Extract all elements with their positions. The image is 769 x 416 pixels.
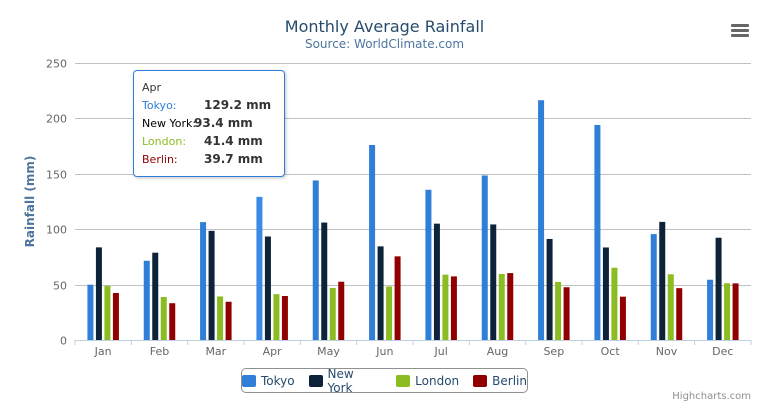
tooltip-value-tokyo: 129.2 mm xyxy=(204,98,272,112)
bar-new-york-jun xyxy=(377,246,384,340)
bar-london-dec xyxy=(724,283,731,340)
bar-berlin-oct xyxy=(619,296,626,340)
x-tick-label: Nov xyxy=(656,345,678,358)
bar-london-jan xyxy=(104,285,111,340)
bar-tokyo-jun xyxy=(369,144,376,340)
x-tick-label: Oct xyxy=(601,345,621,358)
bar-berlin-jun xyxy=(394,256,401,340)
bar-london-nov xyxy=(667,274,674,340)
bar-new-york-nov xyxy=(659,221,666,340)
bar-berlin-mar xyxy=(225,301,232,340)
bar-new-york-sep xyxy=(546,238,553,340)
bar-berlin-apr xyxy=(281,296,288,340)
x-tick-label: Jun xyxy=(375,345,393,358)
hamburger-menu-icon[interactable] xyxy=(730,22,750,40)
legend-swatch xyxy=(396,374,411,387)
y-tick-label: 0 xyxy=(60,335,67,348)
legend-item-london[interactable]: London xyxy=(396,374,459,388)
bar-tokyo-jan xyxy=(87,284,94,340)
x-tick-label: Jan xyxy=(94,345,112,358)
credits-link[interactable]: Highcharts.com xyxy=(672,391,751,402)
y-tick-label: 250 xyxy=(46,58,67,71)
x-tick-label: Mar xyxy=(205,345,226,358)
legend-label: Berlin xyxy=(492,373,527,388)
bar-berlin-feb xyxy=(169,303,176,340)
bar-tokyo-mar xyxy=(200,222,207,340)
bar-new-york-apr xyxy=(264,236,271,340)
bar-tokyo-feb xyxy=(143,260,150,340)
bar-tokyo-jul xyxy=(425,189,432,340)
bar-london-sep xyxy=(555,281,562,340)
bar-new-york-oct xyxy=(602,247,609,340)
tooltip: Apr Tokyo: 129.2 mm New York: 93.4 mm Lo… xyxy=(133,70,285,177)
bar-london-feb xyxy=(160,297,167,340)
bar-london-mar xyxy=(217,296,224,340)
bar-new-york-aug xyxy=(490,224,497,340)
y-tick-label: 200 xyxy=(46,113,67,126)
x-tick-label: Jul xyxy=(434,345,448,358)
tooltip-label-newyork: New York: xyxy=(142,117,197,130)
bar-berlin-jan xyxy=(112,293,119,340)
legend-label: Tokyo xyxy=(261,373,295,388)
x-tick-label: Sep xyxy=(543,345,564,358)
tooltip-label-berlin: Berlin: xyxy=(142,153,178,166)
bar-berlin-sep xyxy=(563,287,570,340)
bar-new-york-feb xyxy=(152,252,159,340)
bar-london-oct xyxy=(611,267,618,340)
legend-item-berlin[interactable]: Berlin xyxy=(473,374,527,388)
x-tick-label: Apr xyxy=(263,345,283,358)
bar-berlin-nov xyxy=(676,288,683,340)
tooltip-header: Apr xyxy=(142,81,162,94)
bar-london-jul xyxy=(442,274,449,340)
legend-item-new-york[interactable]: New York xyxy=(308,366,383,395)
bar-new-york-may xyxy=(321,222,328,340)
x-tick-label: Dec xyxy=(712,345,733,358)
y-tick-label: 50 xyxy=(53,280,67,293)
legend-label: New York xyxy=(327,366,354,395)
bar-tokyo-nov xyxy=(650,234,657,340)
tooltip-value-london: 41.4 mm xyxy=(204,134,263,148)
bar-new-york-dec xyxy=(715,237,722,340)
chart-title: Monthly Average Rainfall xyxy=(284,17,485,36)
legend-item-tokyo[interactable]: Tokyo xyxy=(242,374,295,388)
legend-swatch xyxy=(473,374,488,387)
y-tick-label: 150 xyxy=(46,169,67,182)
tooltip-value-newyork: 93.4 mm xyxy=(194,116,253,130)
legend-swatch xyxy=(308,374,323,387)
y-tick-label: 100 xyxy=(46,224,67,237)
tooltip-value-berlin: 39.7 mm xyxy=(204,152,263,166)
x-tick-label: Aug xyxy=(487,345,508,358)
bar-london-apr xyxy=(273,294,280,340)
bar-london-jun xyxy=(386,286,393,340)
bar-tokyo-oct xyxy=(594,124,601,341)
bar-berlin-dec xyxy=(732,283,739,340)
bar-berlin-may xyxy=(338,281,345,340)
bar-new-york-jul xyxy=(433,223,440,340)
tooltip-label-tokyo: Tokyo: xyxy=(142,99,177,112)
bar-tokyo-dec xyxy=(707,279,714,340)
legend-label: London xyxy=(415,373,460,388)
bar-new-york-jan xyxy=(95,247,102,340)
bar-berlin-aug xyxy=(507,273,514,340)
bar-london-may xyxy=(329,287,336,340)
x-tick-label: Feb xyxy=(150,345,169,358)
chart-subtitle: Source: WorldClimate.com xyxy=(304,37,465,51)
bar-new-york-mar xyxy=(208,230,215,340)
tooltip-label-london: London: xyxy=(142,135,187,148)
bar-berlin-jul xyxy=(450,276,457,340)
legend-swatch xyxy=(242,374,256,387)
bar-tokyo-aug xyxy=(481,175,488,340)
bar-tokyo-may xyxy=(312,180,319,340)
legend: Tokyo New York London Berlin xyxy=(241,366,528,395)
bar-tokyo-apr xyxy=(256,196,263,340)
bar-london-aug xyxy=(498,273,505,340)
x-tick-label: May xyxy=(317,345,340,358)
y-axis-title: Rainfall (mm) xyxy=(23,156,37,248)
bar-tokyo-sep xyxy=(538,100,545,341)
